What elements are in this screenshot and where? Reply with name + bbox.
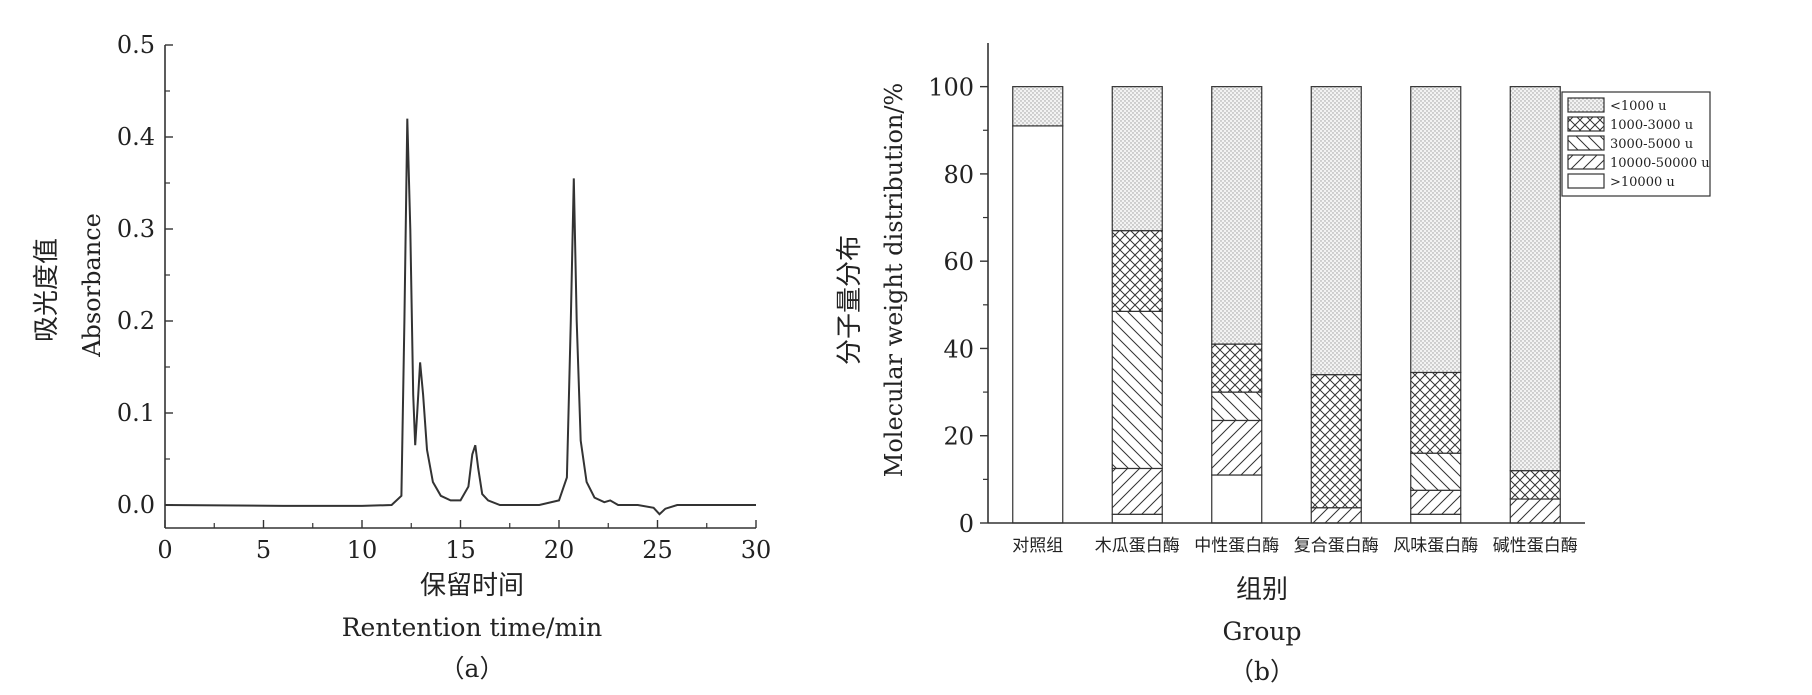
a-ytick-label: 0.3: [117, 215, 155, 243]
bar-segment: [1509, 470, 1561, 500]
bar-segment: [1410, 513, 1462, 524]
a-panel-label: （a）: [440, 654, 505, 683]
legend-label: <1000 u: [1610, 99, 1666, 114]
b-ytick-label: 40: [943, 335, 974, 363]
bar-segment: [1211, 474, 1263, 524]
absorbance-trace: [164, 118, 756, 516]
bar-segment: [1012, 86, 1064, 127]
a-xlabel-en: Rentention time/min: [342, 613, 603, 642]
bar-segment: [1410, 371, 1462, 454]
bar-segment: [1310, 86, 1362, 376]
b-ytick-label: 100: [928, 74, 974, 102]
bar-segment: [1509, 86, 1561, 472]
a-xtick-label: 15: [445, 536, 476, 564]
a-xtick-label: 0: [157, 536, 172, 564]
b-xlabel-en: Group: [1222, 617, 1301, 646]
a-xtick-label: 25: [642, 536, 673, 564]
b-ytick-label: 0: [959, 510, 974, 538]
legend-swatch: [1567, 116, 1605, 132]
a-xlabel-cn: 保留时间: [420, 571, 524, 601]
legend-swatch: [1567, 135, 1605, 151]
b-category-label: 风味蛋白酶: [1393, 536, 1478, 556]
legend-label: >10000 u: [1610, 175, 1675, 190]
b-category-label: 碱性蛋白酶: [1493, 536, 1578, 556]
bar-segment: [1012, 125, 1064, 524]
legend-swatch: [1567, 173, 1605, 189]
a-ylabel-en: Absorbance: [78, 213, 106, 358]
a-xtick-label: 5: [256, 536, 271, 564]
b-ylabel-cn: 分子量分布: [835, 235, 865, 365]
bar-segment: [1410, 452, 1462, 491]
bar-segment: [1310, 374, 1362, 509]
bar-segment: [1111, 310, 1163, 470]
bar-segment: [1211, 391, 1263, 422]
bar-segment: [1211, 86, 1263, 345]
a-ytick-label: 0.5: [117, 31, 155, 59]
a-xtick-label: 10: [347, 536, 378, 564]
bar-segment: [1211, 419, 1263, 476]
b-category-label: 复合蛋白酶: [1294, 536, 1379, 556]
bar-segment: [1211, 343, 1263, 393]
a-ytick-label: 0.0: [117, 491, 155, 519]
a-ytick-label: 0.4: [117, 123, 155, 151]
bar-segment: [1410, 489, 1462, 515]
bar-segment: [1410, 86, 1462, 374]
a-xtick-label: 30: [741, 536, 772, 564]
b-panel-label: （b）: [1229, 657, 1295, 686]
legend-label: 3000-5000 u: [1610, 137, 1693, 152]
legend-label: 1000-3000 u: [1610, 118, 1693, 133]
b-ytick-label: 80: [943, 161, 974, 189]
b-ytick-label: 20: [943, 423, 974, 451]
b-ylabel-en: Molecular weight distribution/%: [880, 83, 908, 478]
b-category-label: 木瓜蛋白酶: [1095, 536, 1180, 556]
legend-swatch: [1567, 97, 1605, 113]
legend: <1000 u 1000-3000 u 3000-5000 u 10000-50000…: [1561, 91, 1711, 197]
molecular-weight-panel: 0 20 40 60 80 100 对照组 木瓜蛋白酶 中性蛋白酶 复合蛋白酶 风味蛋白酶 碱性蛋白…: [835, 43, 1711, 686]
bar-segment: [1310, 507, 1362, 524]
a-xtick-label: 20: [544, 536, 575, 564]
bar-segment: [1111, 86, 1163, 232]
legend-label: 10000-50000 u: [1610, 156, 1710, 171]
b-ytick-label: 60: [943, 248, 974, 276]
bar-segment: [1509, 498, 1561, 524]
bar-segment: [1111, 513, 1163, 524]
b-category-label: 中性蛋白酶: [1194, 536, 1279, 556]
bar-segment: [1111, 230, 1163, 312]
a-ytick-label: 0.2: [117, 307, 155, 335]
b-xlabel-cn: 组别: [1236, 575, 1288, 605]
chromatogram-panel: 0.0 0.1 0.2 0.3 0.4 0.5 0 5 10 15 20 25 30 吸光度值 Abs…: [32, 31, 771, 683]
bar-segment: [1111, 467, 1163, 515]
legend-swatch: [1567, 154, 1605, 170]
a-ytick-label: 0.1: [117, 399, 155, 427]
b-category-label: 对照组: [1012, 536, 1063, 556]
a-ylabel-cn: 吸光度值: [32, 238, 62, 342]
